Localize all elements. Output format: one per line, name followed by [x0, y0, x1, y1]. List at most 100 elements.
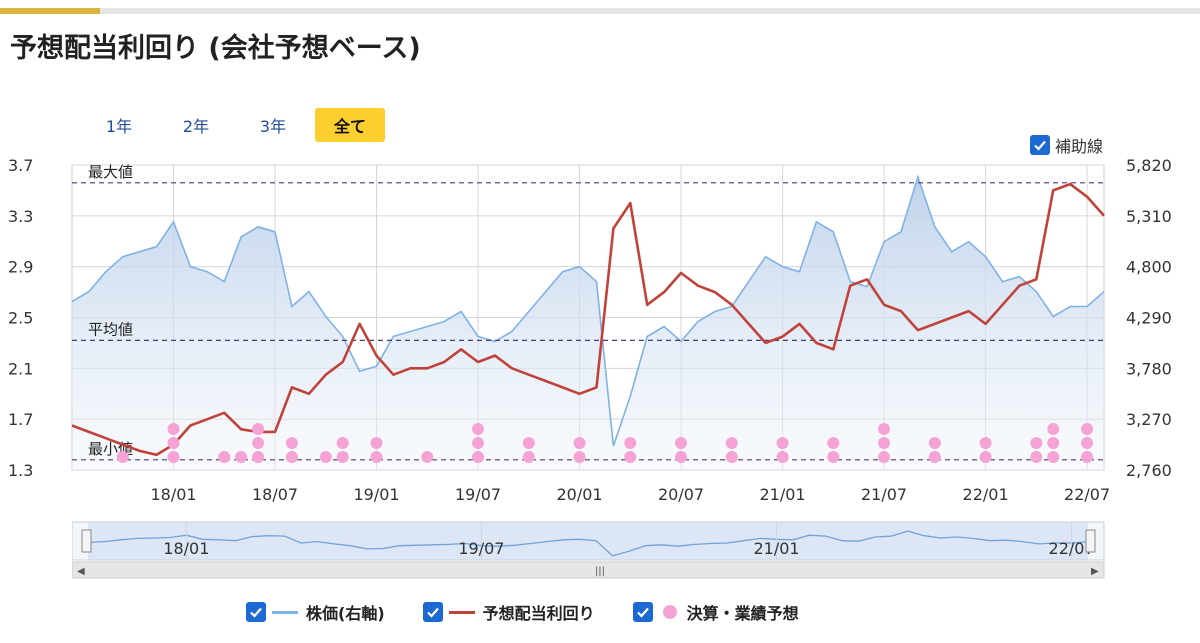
- event-marker: [928, 437, 941, 449]
- event-marker: [624, 437, 637, 449]
- event-marker: [878, 437, 891, 449]
- navigator-tick-label: 18/01: [163, 539, 209, 558]
- event-marker: [675, 437, 688, 449]
- checkbox-checked-icon[interactable]: [632, 602, 653, 622]
- event-marker: [472, 451, 485, 463]
- event-marker: [928, 451, 941, 463]
- left-tick-label: 1.3: [8, 461, 33, 480]
- event-marker: [878, 423, 891, 435]
- event-marker: [675, 451, 688, 463]
- reference-line-label: 平均値: [88, 320, 133, 338]
- event-marker: [522, 437, 535, 449]
- event-marker: [252, 437, 265, 449]
- event-marker: [370, 451, 383, 463]
- scroll-right-icon: ▶: [1091, 566, 1099, 577]
- event-marker: [573, 437, 586, 449]
- event-marker: [218, 451, 231, 463]
- navigator-tick-label: 22/07: [1049, 539, 1095, 558]
- event-marker: [1047, 451, 1060, 463]
- event-marker: [827, 451, 840, 463]
- x-tick-label: 18/07: [252, 485, 298, 504]
- price-area: [72, 177, 1104, 470]
- left-tick-label: 3.3: [8, 207, 33, 226]
- left-tick-label: 2.9: [8, 258, 33, 277]
- right-tick-label: 3,270: [1126, 410, 1172, 429]
- navigator-tick-label: 21/01: [753, 539, 799, 558]
- event-marker: [827, 437, 840, 449]
- scroll-grip-icon: |||: [595, 566, 605, 577]
- x-tick-label: 19/01: [353, 485, 399, 504]
- navigator-selection: [88, 522, 1088, 560]
- x-tick-label: 20/01: [556, 485, 602, 504]
- left-tick-label: 2.1: [8, 359, 33, 378]
- event-marker: [1030, 437, 1043, 449]
- x-tick-label: 18/01: [150, 485, 196, 504]
- checkbox-checked-icon[interactable]: [1030, 135, 1050, 155]
- navigator-tick-label: 19/07: [458, 539, 504, 558]
- tab-3y[interactable]: 3年: [259, 117, 287, 136]
- legend-item-yield[interactable]: 予想配当利回り: [422, 600, 595, 624]
- legend-item-events[interactable]: 決算・業績予想: [632, 600, 799, 624]
- right-tick-label: 5,310: [1126, 207, 1172, 226]
- legend-swatch-events: [662, 605, 677, 619]
- event-marker: [776, 437, 789, 449]
- tab-1y[interactable]: 1年: [105, 117, 133, 136]
- event-marker: [573, 451, 586, 463]
- period-tabs: 1年 2年 3年 全て: [84, 108, 392, 142]
- navigator-handle: [1085, 529, 1096, 553]
- aux-lines-toggle[interactable]: 補助線: [1030, 133, 1103, 157]
- event-marker: [336, 451, 349, 463]
- event-marker: [252, 451, 265, 463]
- event-marker: [472, 423, 485, 435]
- event-marker: [285, 451, 298, 463]
- event-marker: [252, 423, 265, 435]
- navigator-price-line: [87, 530, 1089, 557]
- x-tick-label: 19/07: [455, 485, 501, 504]
- event-marker: [1081, 423, 1094, 435]
- event-marker: [285, 437, 298, 449]
- legend-swatch-yield: [448, 610, 475, 614]
- checkbox-checked-icon[interactable]: [422, 602, 443, 622]
- aux-lines-label: 補助線: [1055, 137, 1104, 156]
- x-tick-label: 21/01: [760, 485, 806, 504]
- event-marker: [1081, 437, 1094, 449]
- event-marker: [725, 451, 738, 463]
- left-tick-label: 1.7: [8, 410, 33, 429]
- x-tick-label: 22/07: [1064, 485, 1110, 504]
- tab-all[interactable]: 全て: [315, 108, 385, 142]
- legend-swatch-price: [272, 610, 298, 614]
- price-line: [71, 174, 1105, 447]
- event-marker: [522, 451, 535, 463]
- event-marker: [167, 437, 180, 449]
- right-tick-label: 4,290: [1126, 309, 1172, 328]
- event-marker: [725, 437, 738, 449]
- right-tick-label: 5,820: [1126, 156, 1172, 175]
- event-marker: [370, 437, 383, 449]
- event-marker: [1081, 451, 1094, 463]
- event-marker: [319, 451, 332, 463]
- tab-2y[interactable]: 2年: [182, 117, 210, 136]
- event-marker: [878, 451, 891, 463]
- event-marker: [421, 451, 434, 463]
- checkbox-checked-icon[interactable]: [246, 602, 266, 622]
- legend-label-yield: 予想配当利回り: [482, 604, 595, 623]
- right-tick-label: 2,760: [1126, 461, 1172, 480]
- navigator-handle: [81, 529, 92, 553]
- left-tick-label: 2.5: [8, 309, 33, 328]
- yield-chart: 3.7 3.3 2.9 2.5 2.1 1.7 1.3 5,820 5,310 4,800 4,29…: [8, 156, 1172, 504]
- range-navigator[interactable]: 18/01 19/07 21/01 22/07 ◀ ▶ |||: [72, 520, 1112, 580]
- event-marker: [624, 451, 637, 463]
- event-marker: [167, 451, 180, 463]
- event-marker: [979, 451, 992, 463]
- top-accent-bar: [0, 8, 1200, 14]
- x-tick-label: 22/01: [963, 485, 1009, 504]
- top-accent-highlight: [0, 8, 100, 14]
- yield-line: [71, 182, 1105, 457]
- event-marker: [116, 451, 129, 463]
- legend-item-price[interactable]: 株価(右軸): [246, 600, 385, 624]
- event-marker: [776, 451, 789, 463]
- page-title: 予想配当利回り (会社予想ベース): [10, 33, 421, 64]
- legend-label-price: 株価(右軸): [306, 604, 385, 623]
- event-marker: [336, 437, 349, 449]
- event-marker: [235, 451, 248, 463]
